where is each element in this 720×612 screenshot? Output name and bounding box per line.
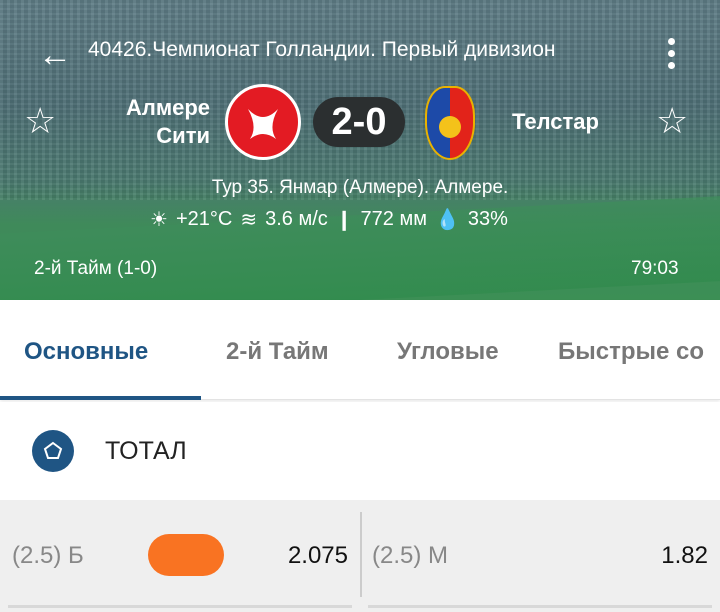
active-tab-indicator <box>0 396 201 400</box>
bet-label: (2.5) М <box>372 542 449 569</box>
period: 2-й Тайм (1-0) <box>34 258 158 279</box>
total-section-header[interactable]: ТОТАЛ <box>0 402 720 500</box>
bets-row: (2.5) Б 2.075 (2.5) М 1.82 <box>0 500 720 612</box>
wind-icon: ≋ <box>240 209 258 231</box>
divider <box>368 605 712 608</box>
league-title: 40426.Чемпионат Голландии. Первый дивизи… <box>88 38 556 61</box>
droplet-icon: 💧 <box>434 209 460 231</box>
home-team-line2: Сити <box>156 123 210 148</box>
divider <box>360 512 362 597</box>
divider <box>8 605 352 608</box>
bet-label: (2.5) Б <box>12 542 84 569</box>
bet-under[interactable]: (2.5) М 1.82 <box>362 500 720 612</box>
tab-main[interactable]: Основные <box>24 338 149 365</box>
away-team-name: Телстар <box>512 109 599 134</box>
thermometer-icon: ❙ <box>335 209 353 231</box>
bet-over[interactable]: (2.5) Б 2.075 <box>0 500 358 612</box>
favorite-home-star-icon[interactable]: ☆ <box>24 100 57 141</box>
sun-icon: ☀ <box>150 209 168 231</box>
temperature: +21°C <box>175 208 233 230</box>
pressure: 772 мм <box>360 208 427 230</box>
back-arrow-icon[interactable]: ← <box>38 36 72 74</box>
match-clock: 79:03 <box>631 258 679 279</box>
home-team-name: Алмере Сити <box>126 94 210 150</box>
favorite-away-star-icon[interactable]: ☆ <box>656 100 689 141</box>
away-team-logo <box>425 86 475 160</box>
tab-quick[interactable]: Быстрые со <box>558 338 705 365</box>
weather-info: ☀ +21°C ≋ 3.6 м/с ❙ 772 мм 💧 33% <box>150 207 508 232</box>
score: 2-0 <box>313 97 405 147</box>
wind-speed: 3.6 м/с <box>265 208 328 230</box>
tab-second-half[interactable]: 2-й Тайм <box>226 338 329 365</box>
bet-odd: 1.82 <box>661 542 708 569</box>
home-team-line1: Алмере <box>125 95 210 120</box>
section-title: ТОТАЛ <box>105 437 187 465</box>
market-tabs: Основные 2-й Тайм Угловые Быстрые со <box>0 300 720 400</box>
humidity: 33% <box>467 208 508 230</box>
more-vertical-icon[interactable] <box>664 38 678 72</box>
highlight-mark <box>148 534 224 576</box>
match-header: ← 40426.Чемпионат Голландии. Первый диви… <box>0 0 720 300</box>
venue-info: Тур 35. Янмар (Алмере). Алмере. <box>211 177 509 198</box>
tab-corners[interactable]: Угловые <box>397 338 499 365</box>
bet-odd: 2.075 <box>287 542 348 569</box>
soccer-ball-icon <box>32 430 74 472</box>
home-team-logo <box>225 84 301 160</box>
